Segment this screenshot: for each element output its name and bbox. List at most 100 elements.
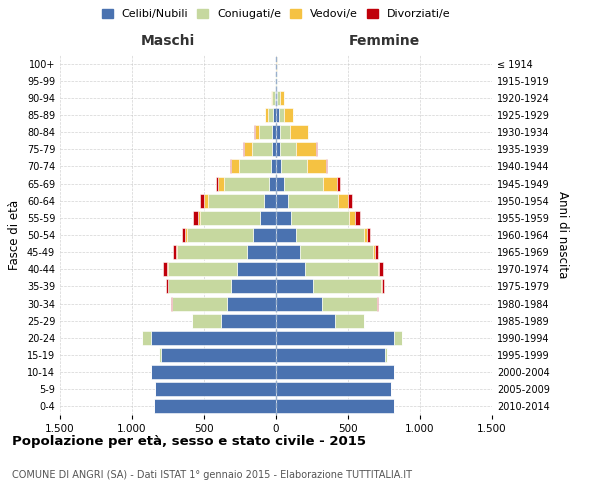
Bar bbox=[151, 365, 276, 379]
Bar bbox=[374, 245, 377, 259]
Bar bbox=[272, 142, 276, 156]
Bar bbox=[216, 176, 218, 190]
Legend: Celibi/Nubili, Coniugati/e, Vedovi/e, Divorziati/e: Celibi/Nubili, Coniugati/e, Vedovi/e, Di… bbox=[98, 6, 454, 22]
Bar bbox=[276, 176, 284, 190]
Text: Popolazione per età, sesso e stato civile - 2015: Popolazione per età, sesso e stato civil… bbox=[12, 435, 366, 448]
Bar bbox=[151, 331, 276, 345]
Bar bbox=[355, 211, 360, 225]
Bar bbox=[276, 211, 291, 225]
Bar bbox=[173, 245, 176, 259]
Bar bbox=[280, 125, 290, 139]
Bar bbox=[300, 245, 373, 259]
Bar bbox=[378, 262, 379, 276]
Bar bbox=[281, 160, 307, 173]
Bar bbox=[185, 228, 187, 242]
Bar bbox=[265, 108, 268, 122]
Y-axis label: Fasce di età: Fasce di età bbox=[8, 200, 21, 270]
Bar bbox=[247, 245, 276, 259]
Bar bbox=[381, 280, 382, 293]
Bar bbox=[227, 296, 276, 310]
Bar bbox=[232, 280, 276, 293]
Bar bbox=[193, 314, 221, 328]
Bar bbox=[182, 228, 185, 242]
Bar bbox=[337, 176, 340, 190]
Bar bbox=[272, 91, 275, 105]
Bar bbox=[167, 262, 168, 276]
Bar bbox=[296, 142, 316, 156]
Bar bbox=[385, 348, 387, 362]
Text: COMUNE DI ANGRI (SA) - Dati ISTAT 1° gennaio 2015 - Elaborazione TUTTITALIA.IT: COMUNE DI ANGRI (SA) - Dati ISTAT 1° gen… bbox=[12, 470, 412, 480]
Bar bbox=[276, 194, 287, 207]
Bar bbox=[367, 228, 370, 242]
Bar bbox=[272, 125, 276, 139]
Bar bbox=[276, 262, 305, 276]
Bar bbox=[160, 348, 161, 362]
Text: Maschi: Maschi bbox=[141, 34, 195, 48]
Bar bbox=[394, 331, 402, 345]
Bar bbox=[204, 194, 208, 207]
Bar bbox=[274, 108, 276, 122]
Bar bbox=[276, 314, 335, 328]
Bar bbox=[163, 262, 167, 276]
Bar bbox=[276, 245, 300, 259]
Bar bbox=[379, 262, 383, 276]
Bar bbox=[230, 160, 232, 173]
Bar bbox=[155, 382, 276, 396]
Bar bbox=[142, 331, 151, 345]
Bar bbox=[197, 211, 200, 225]
Bar bbox=[161, 348, 276, 362]
Bar bbox=[279, 108, 284, 122]
Bar bbox=[259, 125, 272, 139]
Bar bbox=[276, 228, 296, 242]
Bar bbox=[290, 125, 308, 139]
Bar bbox=[218, 176, 224, 190]
Bar bbox=[382, 280, 384, 293]
Bar bbox=[373, 245, 374, 259]
Bar bbox=[277, 91, 280, 105]
Bar bbox=[323, 176, 337, 190]
Bar bbox=[168, 262, 237, 276]
Bar bbox=[348, 194, 352, 207]
Bar bbox=[232, 160, 239, 173]
Bar bbox=[269, 176, 276, 190]
Bar bbox=[377, 296, 378, 310]
Bar bbox=[251, 142, 272, 156]
Bar bbox=[276, 108, 279, 122]
Bar bbox=[200, 211, 260, 225]
Bar bbox=[271, 160, 276, 173]
Bar bbox=[224, 176, 269, 190]
Bar bbox=[276, 160, 281, 173]
Bar bbox=[322, 296, 377, 310]
Bar bbox=[244, 142, 251, 156]
Bar bbox=[243, 142, 244, 156]
Text: Femmine: Femmine bbox=[349, 34, 419, 48]
Bar bbox=[284, 108, 293, 122]
Bar bbox=[176, 245, 247, 259]
Bar bbox=[154, 400, 276, 413]
Bar bbox=[276, 348, 385, 362]
Bar bbox=[276, 91, 277, 105]
Bar bbox=[335, 314, 364, 328]
Bar bbox=[276, 280, 313, 293]
Bar bbox=[280, 91, 284, 105]
Bar bbox=[276, 365, 394, 379]
Bar bbox=[313, 280, 381, 293]
Bar bbox=[287, 194, 338, 207]
Bar bbox=[166, 280, 168, 293]
Bar bbox=[200, 194, 204, 207]
Bar bbox=[307, 160, 326, 173]
Bar bbox=[284, 176, 323, 190]
Bar bbox=[276, 125, 280, 139]
Bar bbox=[276, 142, 280, 156]
Bar bbox=[291, 211, 349, 225]
Bar bbox=[271, 91, 272, 105]
Bar bbox=[276, 296, 322, 310]
Bar bbox=[265, 194, 276, 207]
Bar bbox=[349, 211, 355, 225]
Bar bbox=[280, 142, 296, 156]
Bar bbox=[168, 280, 232, 293]
Bar bbox=[338, 194, 348, 207]
Bar bbox=[254, 125, 255, 139]
Bar bbox=[275, 91, 276, 105]
Bar bbox=[276, 400, 394, 413]
